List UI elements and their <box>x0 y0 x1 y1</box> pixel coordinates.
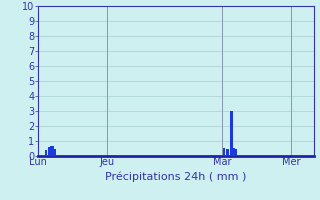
Bar <box>230 111 233 156</box>
Bar <box>45 150 47 156</box>
Bar <box>48 147 50 156</box>
Bar <box>53 149 56 156</box>
Bar <box>223 148 225 156</box>
Bar <box>52 146 54 156</box>
Bar <box>50 146 52 156</box>
Bar <box>235 149 237 156</box>
Bar <box>233 148 236 156</box>
Bar <box>227 148 229 156</box>
X-axis label: Précipitations 24h ( mm ): Précipitations 24h ( mm ) <box>105 172 247 182</box>
